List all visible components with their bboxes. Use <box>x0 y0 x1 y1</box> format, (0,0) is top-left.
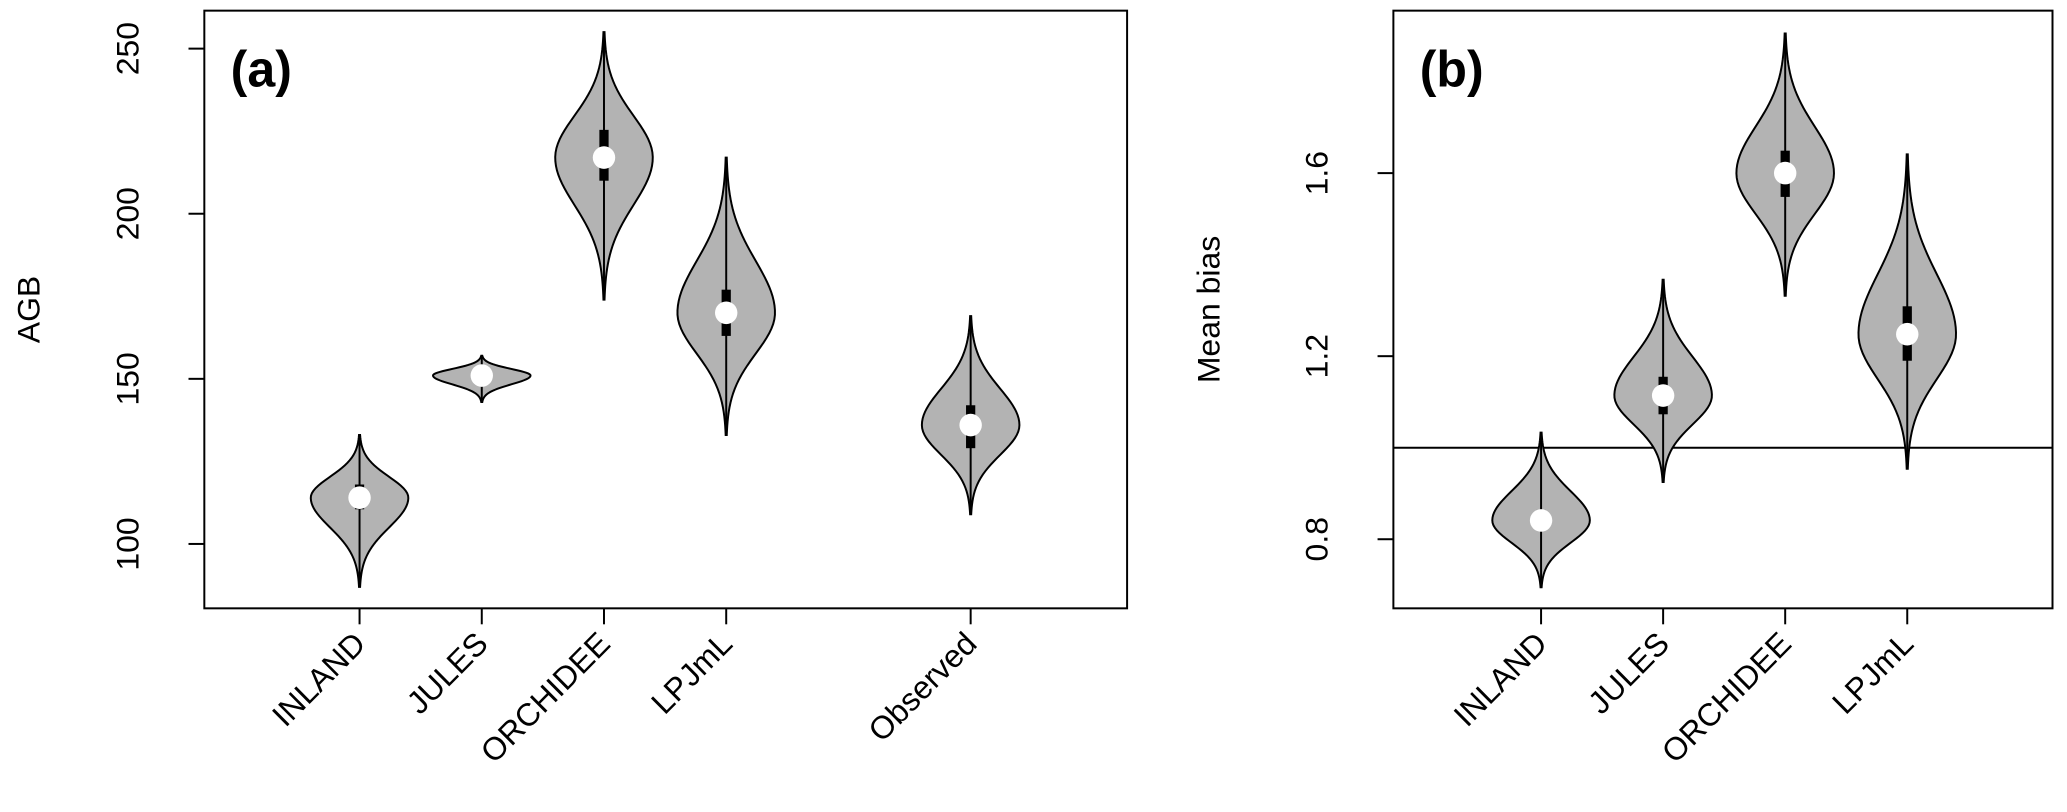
x-tick-label: Observed <box>861 625 983 748</box>
y-tick-label: 200 <box>110 187 146 240</box>
x-tick-label: LPJmL <box>644 625 739 721</box>
median <box>1651 384 1675 407</box>
y-tick-label: 150 <box>110 352 146 405</box>
median <box>1529 509 1553 532</box>
median <box>348 486 371 510</box>
median <box>592 146 616 169</box>
y-tick-label: 0.8 <box>1299 517 1335 561</box>
y-tick-label: 250 <box>110 22 146 75</box>
median <box>715 301 738 325</box>
y-tick-label: 100 <box>110 517 146 570</box>
plot-frame <box>203 9 1129 610</box>
x-tick-label: INLAND <box>1447 625 1554 733</box>
y-tick-label: 1.2 <box>1299 334 1335 378</box>
y-axis-title: AGB <box>11 276 47 343</box>
median <box>470 364 493 387</box>
x-tick-label: ORCHIDEE <box>473 625 616 770</box>
median <box>1773 161 1797 185</box>
median <box>1896 322 1919 346</box>
median <box>959 413 982 437</box>
y-tick-label: 1.6 <box>1299 151 1335 195</box>
x-tick-label: JULES <box>1581 625 1676 721</box>
x-tick-label: LPJmL <box>1825 625 1920 721</box>
panel-label: (a) <box>231 40 292 97</box>
plot-frame <box>1392 9 2054 610</box>
x-tick-label: JULES <box>400 625 495 721</box>
x-tick-label: INLAND <box>265 625 372 733</box>
y-axis-title: Mean bias <box>1191 236 1227 383</box>
panel-label: (b) <box>1420 40 1484 97</box>
x-tick-label: ORCHIDEE <box>1655 625 1798 770</box>
